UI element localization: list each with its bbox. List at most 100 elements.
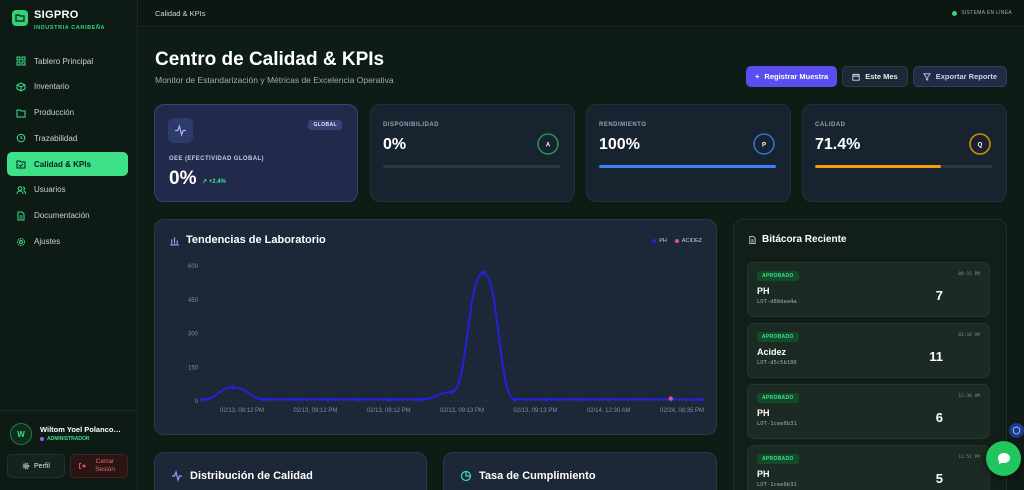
brand-logo-icon [12, 10, 28, 26]
profile-button[interactable]: Perfil [7, 454, 65, 478]
kpi-ring: Q [969, 133, 991, 155]
sidebar-item-label: Producción [34, 108, 75, 118]
sidebar-item-tablero[interactable]: Tablero Principal [7, 49, 128, 73]
chat-button[interactable] [986, 441, 1021, 476]
x-tick-label: 02/13, 09:12 PM [293, 408, 337, 414]
data-point-ph [606, 397, 611, 402]
users-icon [16, 186, 26, 195]
y-tick-label: 450 [188, 298, 199, 304]
sidebar-item-label: Tablero Principal [34, 56, 94, 66]
register-sample-button[interactable]: + Registrar Muestra [746, 66, 838, 87]
sidebar-item-produccion[interactable]: Producción [7, 101, 128, 125]
sidebar-item-trazabilidad[interactable]: Trazabilidad [7, 126, 128, 150]
calendar-icon [852, 73, 860, 81]
data-point-ph [450, 390, 454, 394]
period-button[interactable]: Este Mes [842, 66, 908, 87]
topbar: Calidad & KPIs SISTEMA EN LÍNEA [139, 0, 1024, 27]
page-subtitle: Monitor de Estandarización y Métricas de… [155, 75, 394, 85]
kpi-label: RENDIMIENTO [599, 122, 647, 128]
legend-item-ph[interactable]: PH [652, 238, 667, 244]
page-title: Centro de Calidad & KPIs [155, 49, 385, 70]
data-point-ph [481, 270, 486, 275]
trend-up-icon: ↗ [202, 179, 208, 185]
kpi-ring-letter: Q [978, 143, 983, 149]
log-value: 7 [935, 288, 943, 303]
history-icon [16, 134, 26, 143]
oee-value: 0% [169, 168, 197, 189]
export-report-button[interactable]: Exportar Reporte [912, 66, 1007, 87]
avatar[interactable]: W [10, 423, 32, 445]
log-parameter: PH [757, 469, 770, 479]
shield-icon[interactable] [1009, 423, 1024, 438]
data-point-ph [543, 397, 548, 402]
legend-label: PH [659, 238, 667, 244]
logout-label: Cerrar Sesión [95, 458, 115, 473]
legend-label: ACIDEZ [681, 238, 702, 244]
log-lot: LOT-1cee6b31 [757, 421, 797, 427]
data-point-ph [387, 397, 392, 402]
data-point-acidez [668, 396, 673, 401]
period-label: Este Mes [865, 72, 898, 81]
log-lot: LOT-d5c5b180 [757, 360, 797, 366]
data-point-ph [231, 385, 236, 390]
folder-icon [16, 109, 26, 118]
line-chart[interactable]: 0 150 300 450 600 02/13, 09:12 PM 02/13, 09:12… [155, 254, 718, 424]
kpi-progress-bar [599, 165, 776, 168]
sidebar-item-ajustes[interactable]: Ajustes [7, 230, 128, 254]
role-dot-icon [40, 437, 44, 441]
activity-icon [168, 118, 193, 143]
user-role: ADMINISTRADOR [40, 436, 90, 442]
brand[interactable]: SIGPRO INDUSTRIA CARIBEÑA [12, 9, 105, 31]
data-point-ph [637, 397, 642, 402]
sidebar-item-documentacion[interactable]: Documentación [7, 204, 128, 228]
export-report-label: Exportar Reporte [935, 72, 997, 81]
kpi-value: 100% [599, 136, 640, 153]
oee-delta-value: +2.4% [208, 179, 226, 185]
log-item[interactable]: APROBADO 12:38 AM PH LOT-1cee6b31 6 [747, 384, 990, 439]
activity-icon [172, 470, 182, 482]
log-item[interactable]: APROBADO 11:51 PM PH LOT-1cee6b31 5 [747, 445, 990, 490]
y-tick-label: 150 [188, 365, 199, 371]
log-value: 11 [929, 349, 943, 364]
box-icon [16, 82, 26, 92]
x-tick-label: 02/13, 09:12 PM [367, 408, 411, 414]
sidebar-item-usuarios[interactable]: Usuarios [7, 178, 128, 202]
kpi-progress-bar [383, 165, 560, 168]
status-badge: APROBADO [757, 454, 799, 464]
filter-icon [922, 72, 931, 81]
log-time: 11:51 PM [958, 455, 980, 460]
bar-chart-icon [170, 236, 179, 246]
log-time: 08:15 PM [958, 272, 980, 277]
log-time: 12:38 AM [958, 394, 980, 399]
logout-button[interactable]: Cerrar Sesión [70, 454, 128, 478]
sidebar-item-label: Trazabilidad [34, 133, 78, 143]
data-point-ph [262, 397, 267, 402]
gear-icon [22, 462, 30, 470]
main-content: Centro de Calidad & KPIs Monitor de Esta… [139, 28, 1024, 490]
log-item[interactable]: APROBADO 08:15 PM PH LOT-d88dea4a 7 [747, 262, 990, 317]
header-actions: + Registrar Muestra Este Mes Exportar Re… [746, 66, 1007, 87]
sidebar-item-inventario[interactable]: Inventario [7, 75, 128, 99]
log-time: 01:18 AM [958, 333, 980, 338]
sidebar-item-label: Usuarios [34, 185, 66, 195]
data-point-ph [418, 397, 423, 402]
log-title: Bitácora Reciente [762, 234, 847, 245]
x-tick-label: 02/24, 08:35 PM [660, 408, 704, 414]
lab-trends-panel: Tendencias de Laboratorio PH ACIDEZ 0 150… [154, 219, 717, 435]
legend-item-acidez[interactable]: ACIDEZ [674, 238, 702, 244]
sidebar-item-label: Documentación [34, 211, 90, 221]
legend-dot-icon [674, 239, 679, 243]
kpi-progress-fill [815, 165, 942, 168]
status-badge: APROBADO [757, 332, 799, 342]
log-lot: LOT-d88dea4a [757, 299, 797, 305]
panel-title: Tendencias de Laboratorio [169, 234, 326, 246]
check-folder-icon [16, 160, 26, 169]
recent-log-panel: Bitácora Reciente APROBADO 08:15 PM PH L… [733, 219, 1007, 490]
log-item[interactable]: APROBADO 01:18 AM Acidez LOT-d5c5b180 11 [747, 323, 990, 378]
compliance-title: Tasa de Cumplimiento [479, 470, 596, 482]
kpi-value: 71.4% [815, 136, 861, 153]
y-tick-label: 300 [188, 332, 199, 338]
log-value: 5 [935, 471, 943, 486]
compliance-rate-panel: Tasa de Cumplimiento [443, 452, 717, 490]
sidebar-item-calidad[interactable]: Calidad & KPIs [7, 152, 128, 177]
